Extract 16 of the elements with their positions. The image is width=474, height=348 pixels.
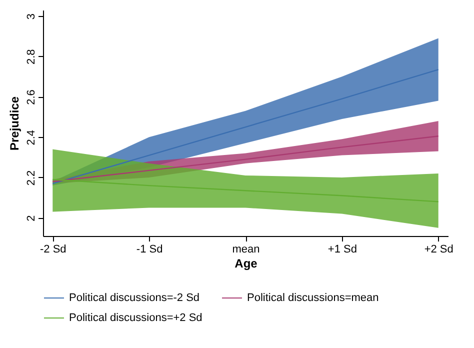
x-tick-label: mean — [232, 244, 260, 256]
x-tick-label: +2 Sd — [424, 244, 454, 256]
x-tick-label: -2 Sd — [40, 244, 66, 256]
x-tick-label: -1 Sd — [136, 244, 163, 256]
y-tick-label: 2.4 — [26, 130, 38, 146]
y-tick-label: 2.2 — [26, 170, 38, 186]
x-tick-label: +1 Sd — [328, 244, 357, 256]
x-axis-title: Age — [234, 256, 258, 270]
legend-label: Political discussions=+2 Sd — [69, 312, 202, 324]
y-tick-label: 2.6 — [26, 90, 38, 105]
y-tick-label: 3 — [26, 13, 38, 20]
legend-label: Political discussions=mean — [247, 292, 379, 304]
legend-label: Political discussions=-2 Sd — [69, 292, 200, 304]
y-tick-label: 2 — [26, 215, 38, 222]
y-axis-title: Prejudice — [8, 96, 22, 151]
y-tick-label: 2.8 — [26, 49, 38, 65]
